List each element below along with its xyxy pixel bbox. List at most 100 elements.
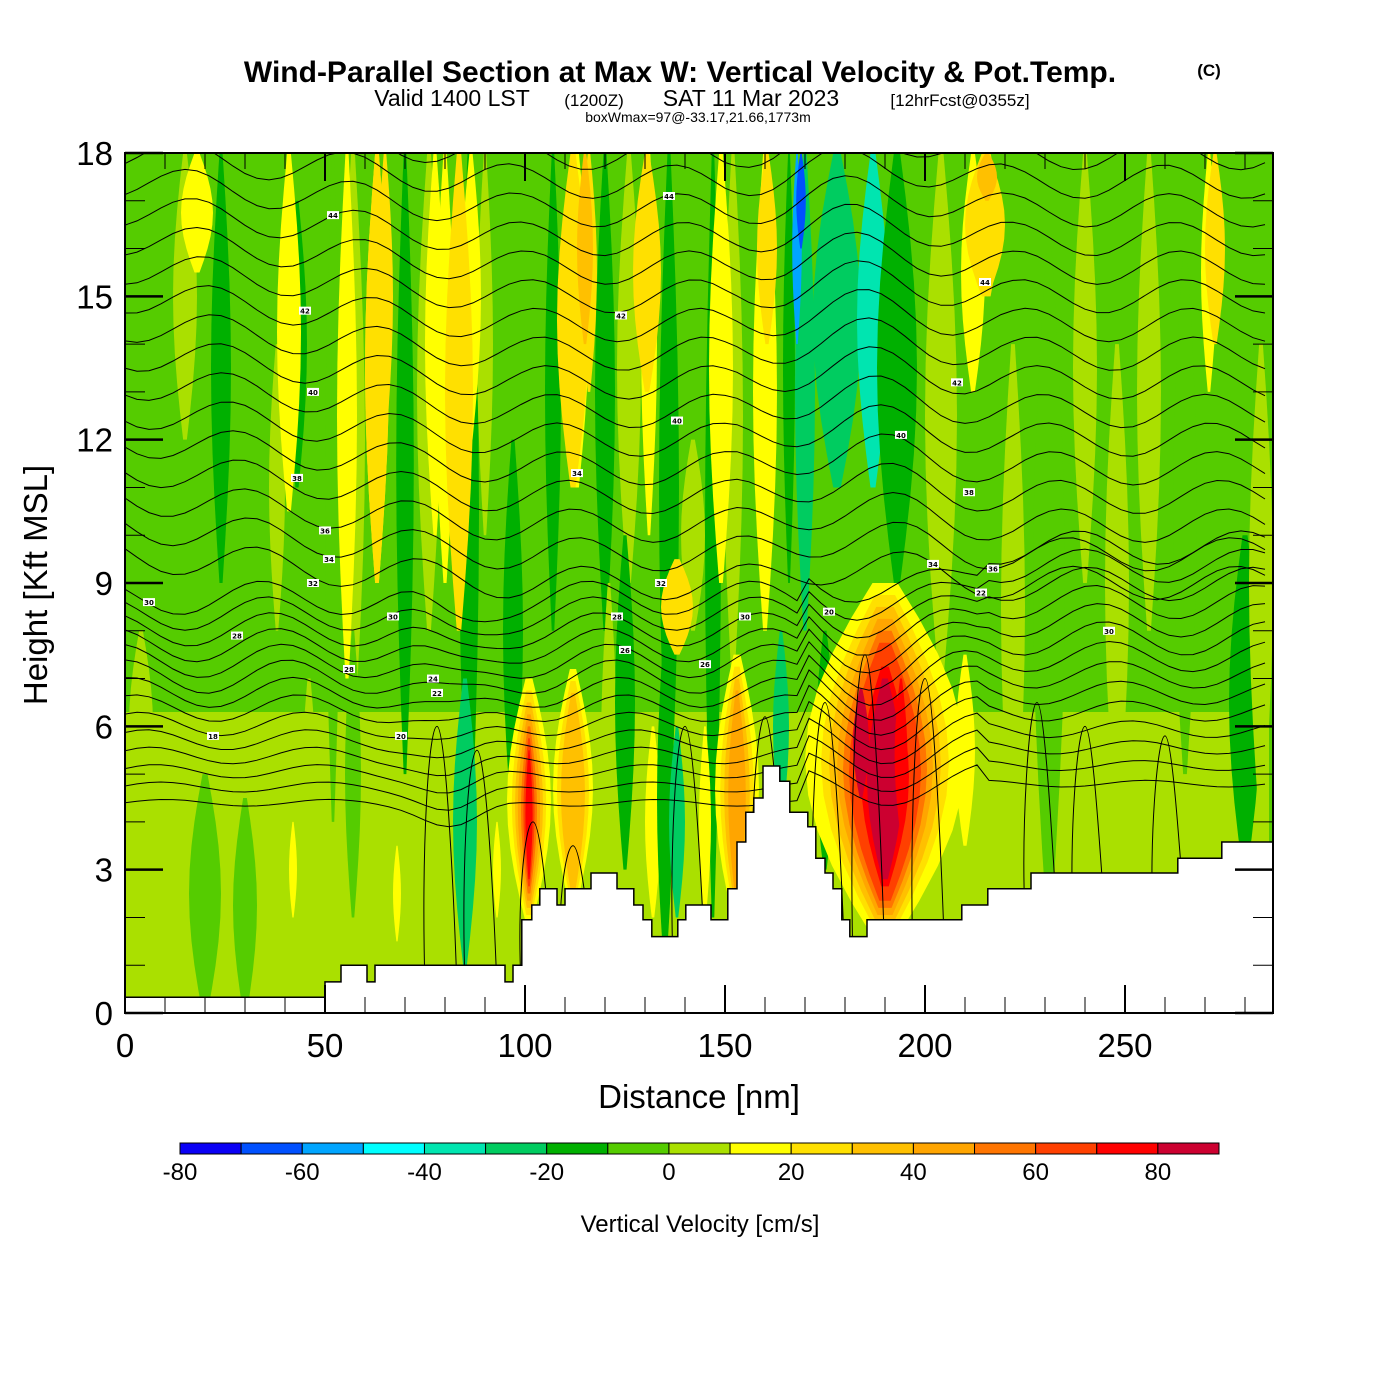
theta-contour <box>125 168 1266 228</box>
theta-label-bg <box>987 564 999 573</box>
y-tick-label: 3 <box>95 852 113 889</box>
theta-label: 30 <box>387 612 399 621</box>
velocity-cell <box>337 153 357 679</box>
y-tick-label: 0 <box>95 995 113 1032</box>
theta-contour-low <box>911 678 946 966</box>
theta-label-text: 30 <box>144 599 154 607</box>
theta-label: 24 <box>427 674 439 684</box>
x-tick-label: 100 <box>497 1027 552 1064</box>
theta-contour-low <box>463 749 498 990</box>
theta-label-text: 30 <box>1104 628 1114 636</box>
velocity-field <box>125 153 1273 1013</box>
velocity-cell <box>657 630 673 966</box>
theta-label: 42 <box>299 306 311 316</box>
theta-label-bg <box>927 559 939 568</box>
theta-contour <box>125 566 1266 650</box>
colorbar-tick-label: -40 <box>407 1159 442 1186</box>
colorbar-segment <box>179 1142 242 1155</box>
colorbar-segment <box>362 1142 425 1155</box>
theta-label: 42 <box>615 311 627 320</box>
boxwmax-info: boxWmax=97@-33.17,21.66,1773m <box>585 109 811 125</box>
velocity-cell <box>1173 248 1197 775</box>
theta-label-text: 22 <box>976 590 986 598</box>
theta-contour <box>125 314 1266 371</box>
theta-label-text: 44 <box>980 279 990 287</box>
y-tick-labels: 0 3 6 9 12 15 18 <box>76 135 113 1032</box>
theta-label: 30 <box>739 612 751 621</box>
velocity-cell <box>661 559 693 655</box>
theta-label: 42 <box>951 378 963 387</box>
theta-contour-low <box>423 725 458 990</box>
theta-label-text: 26 <box>700 661 710 669</box>
x-tick-label: 200 <box>897 1027 952 1064</box>
theta-label-text: 40 <box>896 432 906 440</box>
velocity-cell <box>709 153 733 583</box>
theta-label: 26 <box>619 645 631 655</box>
colorbar-tick-label: 60 <box>1022 1159 1049 1186</box>
theta-label-bg <box>571 469 583 478</box>
updraft-core <box>873 690 897 873</box>
theta-label-text: 36 <box>320 527 330 535</box>
colorbar-segment <box>423 1142 487 1155</box>
theta-label-text: 34 <box>572 470 582 478</box>
theta-contour-low <box>1151 735 1186 918</box>
theta-label-text: 20 <box>824 609 834 617</box>
theta-label-text: 28 <box>612 613 622 621</box>
theta-label: 36 <box>319 526 331 535</box>
theta-label: 40 <box>671 416 683 426</box>
theta-contour <box>125 226 1266 285</box>
colorbar-tick-label: 40 <box>900 1159 927 1186</box>
y-tick-label: 12 <box>76 422 113 459</box>
theta-label: 30 <box>1103 626 1115 636</box>
velocity-cell <box>453 678 477 966</box>
velocity-cell <box>877 153 917 583</box>
theta-contour <box>396 153 1266 171</box>
velocity-cell <box>477 153 493 536</box>
colorbar-segment <box>546 1142 609 1155</box>
theta-label-bg <box>307 579 319 587</box>
velocity-cell <box>377 153 393 440</box>
theta-label-bg <box>299 306 311 315</box>
terrain <box>125 765 1273 1013</box>
colorbar <box>179 1142 1220 1155</box>
theta-contour <box>125 343 1266 400</box>
theta-contour <box>125 256 1266 314</box>
theta-label-bg <box>963 488 975 497</box>
theta-contour-low <box>671 725 706 966</box>
theta-contour <box>125 640 1266 709</box>
theta-label-bg <box>671 416 683 425</box>
updraft-max <box>853 688 869 798</box>
theta-label: 22 <box>431 688 443 698</box>
velocity-cell <box>965 153 1005 297</box>
theta-label-bg <box>327 211 339 220</box>
velocity-cell <box>493 821 501 918</box>
axis-ticks <box>124 151 1273 1015</box>
colorbar-tick-label: 0 <box>662 1159 675 1186</box>
colorbar-tick-label: -20 <box>529 1159 564 1186</box>
theta-contour <box>125 680 1266 740</box>
theta-contour <box>125 488 1266 543</box>
colorbar-segment <box>912 1142 976 1155</box>
valid-date: SAT 11 Mar 2023 <box>663 85 839 111</box>
theta-label-text: 20 <box>396 733 406 741</box>
x-tick-label: 150 <box>697 1027 752 1064</box>
theta-label: 40 <box>307 387 319 397</box>
theta-label-bg <box>343 665 355 673</box>
y-axis-label: Height [Kft MSL] <box>17 465 54 705</box>
theta-label-bg <box>207 731 219 740</box>
theta-label-text: 28 <box>344 666 354 674</box>
theta-label-text: 44 <box>328 212 338 220</box>
theta-label-bg <box>307 387 319 396</box>
forecast-info: [12hrFcst@0355z] <box>890 91 1029 110</box>
theta-label: 32 <box>655 579 667 588</box>
theta-contour <box>125 621 1266 694</box>
theta-label: 28 <box>611 612 623 621</box>
updraft-core <box>561 692 585 894</box>
theta-label: 20 <box>395 731 407 741</box>
velocity-cell <box>577 153 593 345</box>
theta-contour <box>125 153 1266 199</box>
theta-label-text: 32 <box>308 580 318 588</box>
theta-contour <box>125 661 1266 724</box>
colorbar-tick-labels: -80 -60 -40 -20 0 20 40 60 80 <box>163 1159 1172 1186</box>
